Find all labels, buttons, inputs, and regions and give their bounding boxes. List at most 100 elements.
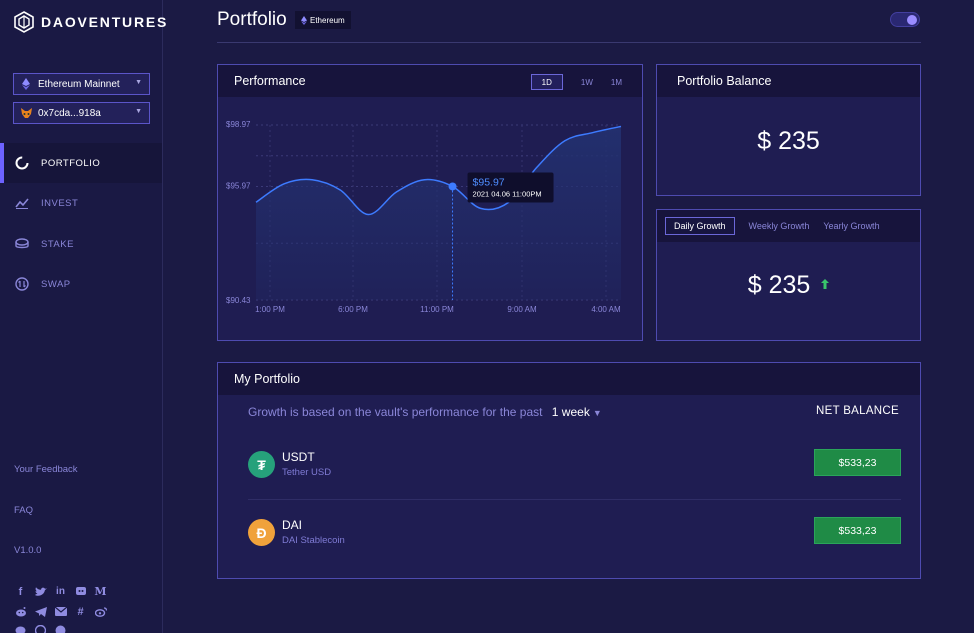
x-tick-label: 9:00 AM	[507, 305, 537, 314]
performance-header: Performance	[218, 65, 642, 97]
nav-item-portfolio[interactable]: PORTFOLIO	[0, 143, 162, 183]
period-dropdown[interactable]: 1 week ▼	[546, 405, 602, 419]
performance-chart[interactable]: $98.97 $95.97 $90.43 1:00 PM 6:00 PM 11:00 PM…	[218, 97, 642, 340]
facebook-icon[interactable]: f	[18, 585, 23, 598]
growth-amount: $ 235	[747, 271, 811, 299]
ethereum-icon	[20, 78, 32, 90]
tab-weekly-growth[interactable]: Weekly Growth	[748, 221, 810, 231]
growth-period-label: Growth is based on the vault's performan…	[248, 405, 543, 419]
my-portfolio-panel: My Portfolio Growth is based on the vaul…	[217, 362, 921, 579]
portfolio-balance-panel: Portfolio Balance $ 235	[656, 64, 921, 196]
github-icon[interactable]	[34, 624, 47, 633]
wallet-address: 0x7cda...918a	[38, 107, 101, 119]
version-label: V1.0.0	[14, 545, 42, 556]
metamask-icon	[20, 108, 32, 118]
asset-symbol: USDT	[282, 450, 315, 464]
usdt-icon: ₮	[248, 451, 275, 478]
network-label: Ethereum Mainnet	[38, 78, 120, 90]
page-title: Portfolio	[217, 9, 287, 30]
discord-icon[interactable]	[74, 585, 87, 598]
tab-1m[interactable]: 1M	[610, 77, 622, 87]
my-portfolio-title: My Portfolio	[234, 372, 300, 386]
network-selector[interactable]: Ethereum Mainnet ▼	[13, 73, 150, 95]
growth-amount-wrap: $ 235	[657, 271, 920, 300]
asset-symbol: DAI	[282, 518, 303, 532]
x-tick-label: 4:00 AM	[591, 305, 621, 314]
chat-icon[interactable]	[14, 624, 27, 633]
dai-icon: Đ	[248, 519, 275, 546]
tab-1d[interactable]: 1D	[530, 74, 563, 90]
net-balance-header: NET BALANCE	[816, 405, 899, 417]
weibo-icon[interactable]	[94, 605, 107, 618]
arrow-up-icon	[821, 267, 830, 296]
network-badge-label: Ethereum	[310, 15, 345, 25]
portfolio-balance-header: Portfolio Balance	[657, 65, 920, 97]
tooltip-box	[467, 172, 554, 203]
brand-name: DAOVENTURES	[41, 14, 169, 30]
feedback-link[interactable]: Your Feedback	[14, 464, 78, 475]
daoventures-logo-icon	[14, 11, 34, 33]
telegram-icon[interactable]	[34, 605, 47, 618]
row-divider	[248, 499, 901, 500]
reddit-icon[interactable]	[14, 605, 27, 618]
brand-logo[interactable]: DAOVENTURES	[13, 11, 168, 33]
invest-icon	[14, 195, 30, 211]
linkedin-icon[interactable]: in	[56, 586, 65, 597]
y-tick-label: $90.43	[226, 296, 251, 305]
asset-name: DAI Stablecoin	[282, 535, 345, 546]
tab-1w[interactable]: 1W	[580, 77, 593, 87]
nav-label: PORTFOLIO	[41, 157, 101, 169]
portfolio-balance-title: Portfolio Balance	[677, 74, 772, 88]
header-divider	[217, 42, 921, 43]
nav-item-invest[interactable]: INVEST	[0, 183, 162, 223]
asset-name: Tether USD	[282, 467, 332, 478]
series-area	[256, 126, 621, 301]
social-links-row-3	[14, 624, 67, 633]
series-line	[255, 125, 622, 216]
asset-balance-button[interactable]: $533,23	[814, 517, 901, 544]
nav-label: INVEST	[41, 197, 79, 209]
y-tick-label: $95.97	[226, 181, 251, 190]
y-tick-label: $98.97	[226, 120, 251, 129]
email-icon[interactable]	[54, 605, 67, 618]
tooltip-point	[448, 182, 457, 191]
chevron-down-icon: ▼	[135, 108, 142, 115]
swap-icon	[14, 276, 30, 292]
twitter-icon[interactable]	[34, 585, 47, 598]
growth-tabs: Daily Growth Weekly Growth Yearly Growth	[665, 217, 880, 235]
tab-daily-growth[interactable]: Daily Growth	[665, 217, 735, 235]
growth-panel: Daily Growth Weekly Growth Yearly Growth…	[656, 209, 921, 341]
performance-title: Performance	[234, 74, 306, 88]
chevron-down-icon: ▼	[135, 79, 142, 86]
x-tick-label: 11:00 PM	[420, 305, 454, 314]
growth-period-text: Growth is based on the vault's performan…	[248, 405, 602, 419]
my-portfolio-header: My Portfolio	[218, 363, 920, 395]
performance-range-tabs: 1D 1W 1M	[530, 74, 622, 90]
tooltip-date: 2021 04.06 11:00PM	[473, 189, 542, 198]
period-value: 1 week	[551, 405, 590, 419]
x-tick-label: 6:00 PM	[338, 305, 368, 314]
ethereum-icon	[301, 15, 307, 25]
nav-item-stake[interactable]: STAKE	[0, 224, 162, 264]
x-tick-label: 1:00 PM	[255, 305, 285, 314]
asset-row-usdt[interactable]: ₮ USDT Tether USD $533,23	[248, 439, 901, 507]
coingecko-icon[interactable]	[54, 624, 67, 633]
faq-link[interactable]: FAQ	[14, 505, 34, 516]
tab-yearly-growth[interactable]: Yearly Growth	[823, 221, 880, 231]
social-links-row-1: f in M	[14, 585, 107, 598]
nav-item-swap[interactable]: SWAP	[0, 264, 162, 304]
asset-row-dai[interactable]: Đ DAI DAI Stablecoin $533,23	[248, 507, 901, 575]
sidebar: DAOVENTURES Ethereum Mainnet ▼ 0x7cda...…	[0, 0, 166, 633]
nav-label: SWAP	[41, 278, 71, 290]
slack-icon[interactable]: #	[77, 605, 84, 618]
asset-balance-button[interactable]: $533,23	[814, 449, 901, 476]
medium-icon[interactable]: M	[94, 585, 107, 598]
portfolio-icon	[14, 155, 30, 171]
portfolio-balance-amount: $ 235	[757, 127, 820, 155]
wallet-selector[interactable]: 0x7cda...918a ▼	[13, 102, 150, 124]
stake-icon	[14, 236, 30, 252]
toggle-knob	[907, 15, 917, 25]
performance-panel: Performance 1D 1W 1M $98.97 $95.97 $90.43 1…	[217, 64, 643, 341]
nav-label: STAKE	[41, 238, 74, 250]
theme-toggle[interactable]	[890, 12, 920, 27]
